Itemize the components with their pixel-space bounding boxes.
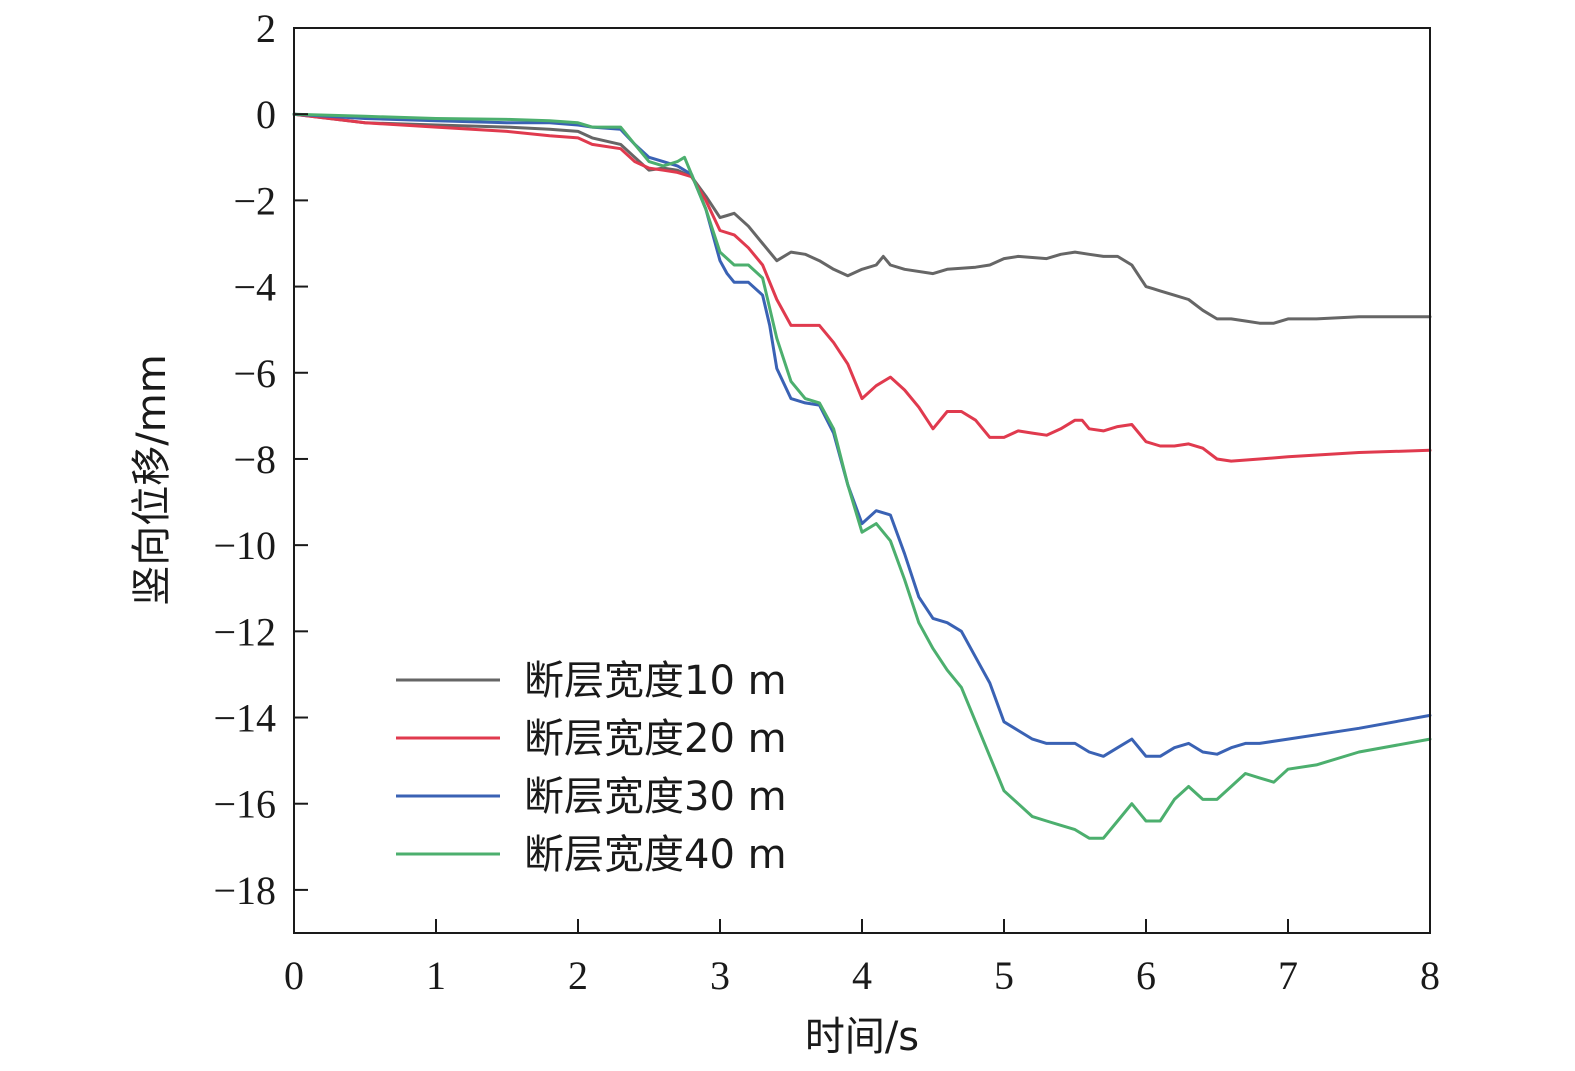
y-tick-label: −12 bbox=[213, 609, 276, 654]
y-tick-label: −8 bbox=[233, 437, 276, 482]
legend-label-3: 断层宽度30 m bbox=[524, 774, 787, 820]
x-tick-label: 7 bbox=[1278, 953, 1298, 998]
y-axis-title: 竖向位移/mm bbox=[129, 354, 175, 605]
y-tick-label: −14 bbox=[213, 696, 276, 741]
series-line-2 bbox=[292, 112, 1432, 463]
series-line-3 bbox=[292, 112, 1432, 758]
x-tick-label: 4 bbox=[852, 953, 872, 998]
legend: 断层宽度10 m 断层宽度20 m 断层宽度30 m 断层宽度40 m bbox=[396, 658, 787, 878]
series-line-1 bbox=[292, 112, 1432, 325]
x-axis-title: 时间/s bbox=[805, 1014, 919, 1060]
series-line-4 bbox=[292, 112, 1432, 840]
x-tick-label: 8 bbox=[1420, 953, 1440, 998]
y-tick-label: −18 bbox=[213, 868, 276, 913]
y-axis: 2 0 −2 −4 −6 −8 −10 −12 −14 −16 −18 bbox=[213, 6, 308, 913]
x-tick-label: 2 bbox=[568, 953, 588, 998]
y-tick-label: −4 bbox=[233, 265, 276, 310]
x-tick-label: 1 bbox=[426, 953, 446, 998]
legend-label-1: 断层宽度10 m bbox=[524, 658, 787, 704]
x-tick-label: 6 bbox=[1136, 953, 1156, 998]
x-tick-label: 3 bbox=[710, 953, 730, 998]
y-tick-label: −6 bbox=[233, 351, 276, 396]
series-layer bbox=[292, 112, 1432, 840]
x-tick-label: 5 bbox=[994, 953, 1014, 998]
y-tick-label: 2 bbox=[256, 6, 276, 51]
y-tick-label: −16 bbox=[213, 782, 276, 827]
x-axis: 0 1 2 3 4 5 6 7 8 bbox=[284, 919, 1440, 998]
y-tick-label: 0 bbox=[256, 92, 276, 137]
x-tick-label: 0 bbox=[284, 953, 304, 998]
y-tick-label: −10 bbox=[213, 523, 276, 568]
legend-label-4: 断层宽度40 m bbox=[524, 832, 787, 878]
y-tick-label: −2 bbox=[233, 178, 276, 223]
legend-label-2: 断层宽度20 m bbox=[524, 716, 787, 762]
